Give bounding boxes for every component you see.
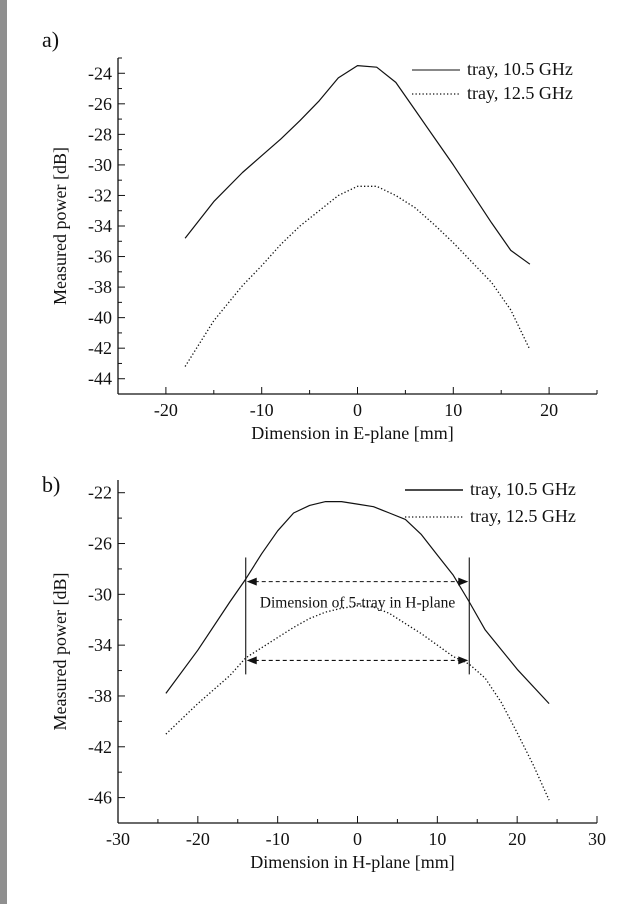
x-tick-label: -10 (266, 829, 290, 849)
y-tick-label: -22 (88, 483, 112, 503)
x-tick-label: 10 (444, 400, 462, 420)
y-tick-label: -42 (88, 338, 112, 358)
series-line-2 (184, 185, 531, 367)
x-tick-label: -20 (154, 400, 178, 420)
panel-label: b) (42, 472, 60, 497)
y-tick-label: -30 (88, 584, 112, 604)
y-tick-label: -42 (88, 737, 112, 757)
y-tick-label: -40 (88, 308, 112, 328)
x-tick-label: -10 (250, 400, 274, 420)
legend-label-2: tray, 12.5 GHz (467, 83, 573, 103)
y-tick-label: -28 (88, 124, 112, 144)
y-tick-label: -36 (88, 247, 112, 267)
legend-label-1: tray, 10.5 GHz (467, 59, 573, 79)
panel-label: a) (42, 27, 59, 52)
y-axis-label: Measured power [dB] (50, 573, 70, 731)
y-tick-label: -34 (88, 216, 112, 236)
arrow-head-left (246, 656, 257, 665)
y-tick-label: -32 (88, 185, 112, 205)
x-tick-label: 10 (428, 829, 446, 849)
annotation-label: Dimension of 5-tray in H-plane (260, 595, 456, 612)
y-tick-label: -46 (88, 788, 112, 808)
x-tick-label: 30 (588, 829, 606, 849)
series-line-2 (165, 605, 550, 801)
arrow-head-right (458, 656, 469, 665)
series-line-1 (165, 501, 550, 705)
x-tick-label: 20 (540, 400, 558, 420)
arrow-head-right (458, 577, 469, 586)
y-tick-label: -44 (88, 369, 112, 389)
y-tick-label: -38 (88, 686, 112, 706)
legend-label-1: tray, 10.5 GHz (470, 479, 576, 499)
y-tick-label: -26 (88, 534, 112, 554)
arrow-head-left (246, 577, 257, 586)
x-axis-label: Dimension in E-plane [mm] (251, 423, 453, 443)
y-tick-label: -24 (88, 63, 112, 83)
x-tick-label: 20 (508, 829, 526, 849)
y-axis-label: Measured power [dB] (50, 147, 70, 305)
series-line-1 (184, 64, 531, 265)
legend-label-2: tray, 12.5 GHz (470, 506, 576, 526)
x-axis-label: Dimension in H-plane [mm] (250, 852, 454, 872)
y-tick-label: -30 (88, 155, 112, 175)
x-tick-label: -30 (106, 829, 130, 849)
x-tick-label: 0 (353, 400, 362, 420)
x-tick-label: 0 (353, 829, 362, 849)
y-tick-label: -34 (88, 635, 112, 655)
y-tick-label: -38 (88, 277, 112, 297)
y-tick-label: -26 (88, 94, 112, 114)
x-tick-label: -20 (186, 829, 210, 849)
